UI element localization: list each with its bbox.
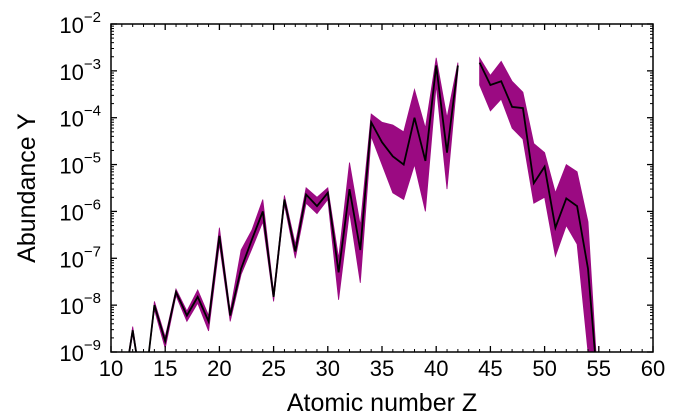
y-tick-label: 10−2 xyxy=(59,9,101,38)
x-axis: 10 15 20 25 30 35 40 45 50 55 60 xyxy=(99,24,665,381)
y-tick-label: 10−3 xyxy=(59,56,101,85)
y-tick-label: 10−6 xyxy=(59,196,101,225)
y-axis-label: Abundance Y xyxy=(13,113,41,263)
y-tick-label: 10−5 xyxy=(59,150,101,179)
uncertainty-bands xyxy=(128,56,597,352)
y-tick-label: 10−8 xyxy=(59,290,101,319)
x-tick-label: 10 xyxy=(99,356,123,381)
series-line xyxy=(478,62,596,352)
uncertainty-band xyxy=(479,56,597,352)
series-line xyxy=(128,65,459,352)
x-tick-label: 60 xyxy=(641,356,665,381)
x-tick-label: 25 xyxy=(261,356,285,381)
x-tick-label: 40 xyxy=(424,356,448,381)
y-tick-label: 10−7 xyxy=(59,243,101,272)
y-tick-label: 10−9 xyxy=(59,337,101,366)
y-axis: 10−9 10−8 10−7 10−6 10−5 10−4 10−3 10−2 xyxy=(59,9,653,366)
x-tick-label: 35 xyxy=(370,356,394,381)
x-tick-label: 15 xyxy=(153,356,177,381)
y-tick-label: 10−4 xyxy=(59,103,101,132)
x-tick-label: 55 xyxy=(587,356,611,381)
x-tick-label: 50 xyxy=(532,356,556,381)
series-lines xyxy=(128,62,596,352)
x-tick-label: 20 xyxy=(207,356,231,381)
x-tick-label: 45 xyxy=(478,356,502,381)
x-axis-label: Atomic number Z xyxy=(287,389,477,417)
x-tick-label: 30 xyxy=(316,356,340,381)
